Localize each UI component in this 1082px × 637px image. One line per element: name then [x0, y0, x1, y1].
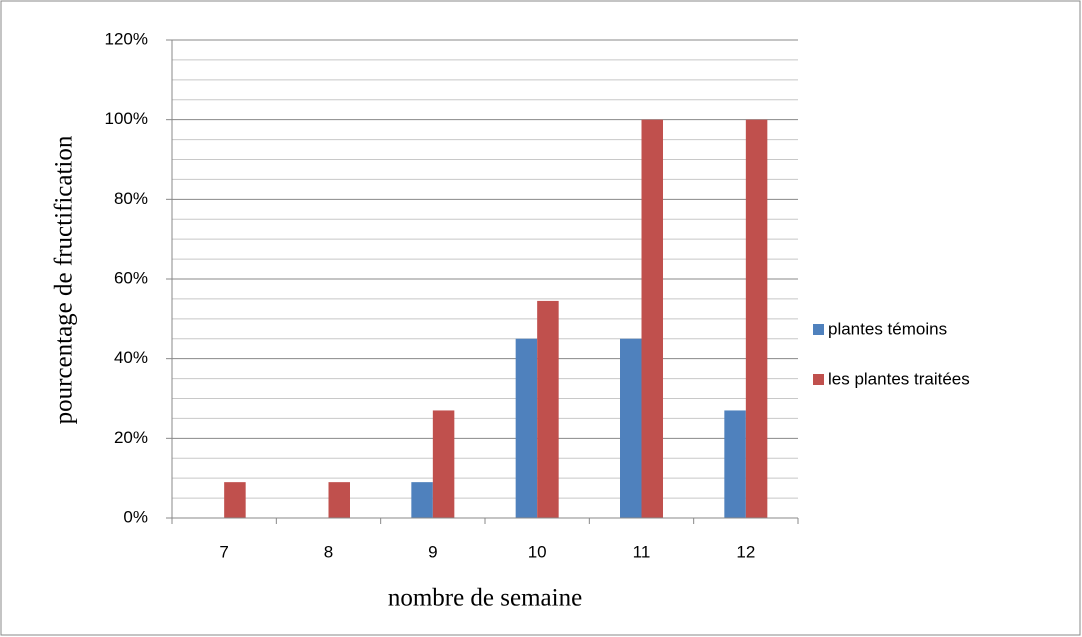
bar — [224, 482, 246, 518]
x-tick-label: 12 — [736, 542, 755, 561]
x-tick-label: 8 — [324, 542, 333, 561]
y-tick-label: 80% — [114, 189, 148, 208]
legend-swatch — [813, 374, 824, 385]
bar — [745, 119, 768, 519]
y-tick-label: 60% — [114, 268, 148, 287]
legend-label: plantes témoins — [828, 319, 947, 338]
y-tick-label: 20% — [114, 428, 148, 447]
y-tick-label: 0% — [123, 507, 148, 526]
bar — [620, 338, 642, 518]
bar — [411, 482, 433, 518]
y-axis-label: pourcentage de fructification — [51, 135, 78, 424]
x-tick-label: 10 — [528, 542, 547, 561]
bar — [641, 119, 663, 519]
legend-label: les plantes traitées — [828, 369, 970, 388]
y-tick-label: 120% — [105, 29, 148, 48]
x-tick-label: 9 — [428, 542, 437, 561]
bar — [724, 410, 746, 518]
bar — [537, 300, 559, 518]
bar — [328, 482, 350, 518]
y-tick-label: 100% — [105, 109, 148, 128]
x-tick-label: 7 — [219, 542, 228, 561]
x-axis-label: nombre de semaine — [388, 585, 582, 612]
bar — [515, 338, 538, 518]
bar — [432, 410, 455, 518]
legend-swatch — [813, 324, 824, 335]
y-tick-label: 40% — [114, 348, 148, 367]
x-tick-label: 11 — [633, 542, 651, 561]
